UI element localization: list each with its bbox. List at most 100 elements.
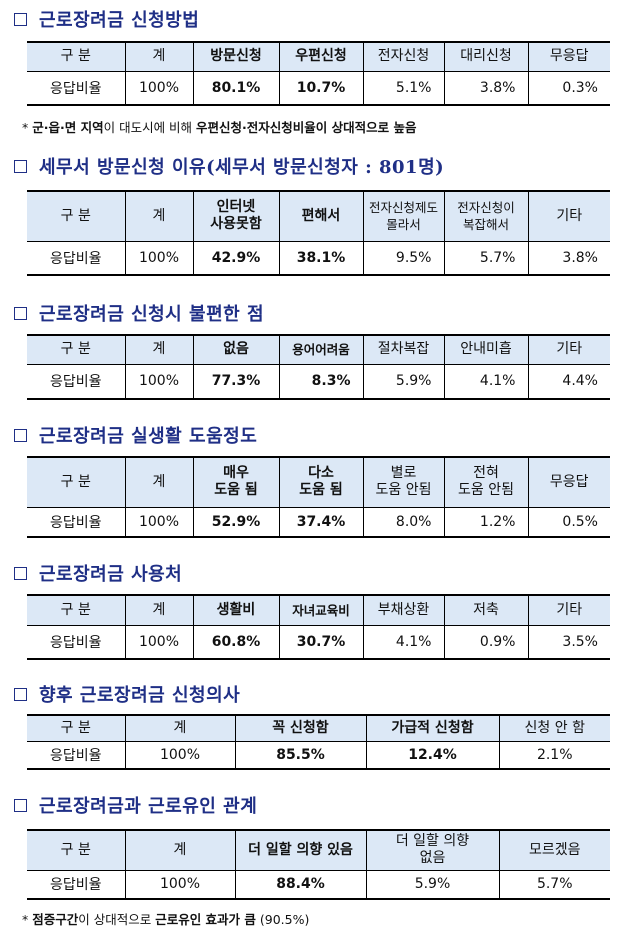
header-cell: 인터넷 사용못함 [192, 191, 280, 242]
value-cell: 37.4% [278, 507, 364, 537]
row-label: 응답비율 [27, 870, 126, 899]
value-cell: 100% [124, 71, 194, 105]
section-title-text: 근로장려금 사용처 [39, 564, 183, 585]
section-title: 향후 근로장려금 신청의사 [14, 681, 240, 707]
value-cell: 77.3% [192, 364, 280, 399]
value-cell: 0.3% [527, 71, 610, 105]
value-cell: 100% [124, 870, 236, 899]
header-cell: 구 분 [27, 191, 126, 242]
section-title-text: 향후 근로장려금 신청의사 [39, 685, 241, 706]
section-title-text: 근로장려금 실생활 도움정도 [39, 426, 258, 447]
row-label: 응답비율 [27, 625, 126, 659]
value-cell: 4.4% [527, 364, 610, 399]
header-cell: 구 분 [27, 715, 126, 742]
row-label: 응답비율 [27, 71, 126, 105]
value-cell: 85.5% [234, 741, 367, 769]
value-cell: 100% [124, 507, 194, 537]
header-cell: 계 [124, 715, 236, 742]
table-work-incentive: 구 분 계 더 일할 의향 있음 더 일할 의향 없음 모르겠음 응답비율 10… [27, 829, 610, 900]
header-cell: 구 분 [27, 42, 126, 72]
value-cell: 2.1% [498, 741, 610, 769]
row-label: 응답비율 [27, 364, 126, 399]
value-cell: 5.9% [365, 870, 500, 899]
row-label: 응답비율 [27, 741, 126, 769]
value-cell: 3.8% [527, 241, 610, 275]
header-cell: 기타 [527, 595, 610, 626]
section-title-text: 근로장려금과 근로유인 관계 [39, 796, 258, 817]
value-cell: 100% [124, 364, 194, 399]
table-future-intent: 구 분 계 꼭 신청함 가급적 신청함 신청 안 함 응답비율 100% 85.… [27, 714, 610, 770]
header-cell: 모르겠음 [498, 830, 610, 871]
header-cell: 저축 [443, 595, 529, 626]
header-cell: 계 [124, 595, 194, 626]
value-cell: 38.1% [278, 241, 364, 275]
checkbox-square-icon [14, 12, 27, 26]
table-usage: 구 분 계 생활비 자녀교육비 부채상환 저축 기타 응답비율 100% 60.… [27, 594, 610, 660]
value-cell: 42.9% [192, 241, 280, 275]
header-cell: 전혀 도움 안됨 [443, 457, 529, 508]
header-cell: 구 분 [27, 457, 126, 508]
header-cell: 계 [124, 191, 194, 242]
footnote: * 군·읍·면 지역이 대도시에 비해 우편신청·전자신청비율이 상대적으로 높… [22, 120, 417, 135]
header-cell: 계 [124, 457, 194, 508]
table-visit-reason: 구 분 계 인터넷 사용못함 편해서 전자신청제도 몰라서 전자신청이 복잡해서… [27, 190, 610, 276]
value-cell: 100% [124, 741, 236, 769]
value-cell: 80.1% [192, 71, 280, 105]
section-title: 근로장려금 신청시 불편한 점 [14, 300, 264, 326]
section-title: 세무서 방문신청 이유(세무서 방문신청자 : 801명) [14, 153, 444, 179]
value-cell: 3.8% [443, 71, 529, 105]
header-cell: 더 일할 의향 있음 [234, 830, 367, 871]
header-cell: 없음 [192, 335, 280, 365]
value-cell: 88.4% [234, 870, 367, 899]
footnote: * 점증구간이 상대적으로 근로유인 효과가 큼 (90.5%) [22, 912, 310, 927]
header-cell: 부채상환 [362, 595, 445, 626]
value-cell: 3.5% [527, 625, 610, 659]
header-cell: 전자신청제도 몰라서 [362, 191, 445, 242]
header-cell: 편해서 [278, 191, 364, 242]
section-title-text: 근로장려금 신청방법 [39, 10, 200, 31]
value-cell: 4.1% [443, 364, 529, 399]
header-cell: 대리신청 [443, 42, 529, 72]
header-cell: 매우 도움 됨 [192, 457, 280, 508]
header-cell: 더 일할 의향 없음 [365, 830, 500, 871]
value-cell: 60.8% [192, 625, 280, 659]
value-cell: 5.1% [362, 71, 445, 105]
checkbox-square-icon [14, 159, 27, 173]
header-cell: 가급적 신청함 [365, 715, 500, 742]
section-title-text: 근로장려금 신청시 불편한 점 [39, 304, 265, 325]
header-cell: 자녀교육비 [278, 595, 364, 626]
header-cell: 기타 [527, 335, 610, 365]
header-cell: 용어어려움 [278, 335, 364, 365]
section-title: 근로장려금과 근로유인 관계 [14, 792, 257, 818]
value-cell: 5.9% [362, 364, 445, 399]
value-cell: 9.5% [362, 241, 445, 275]
header-cell: 무응답 [527, 42, 610, 72]
value-cell: 5.7% [443, 241, 529, 275]
header-cell: 다소 도움 됨 [278, 457, 364, 508]
header-cell: 신청 안 함 [498, 715, 610, 742]
value-cell: 8.0% [362, 507, 445, 537]
header-cell: 방문신청 [192, 42, 280, 72]
header-cell: 계 [124, 335, 194, 365]
header-cell: 구 분 [27, 595, 126, 626]
section-title: 근로장려금 실생활 도움정도 [14, 422, 257, 448]
value-cell: 4.1% [362, 625, 445, 659]
header-cell: 꼭 신청함 [234, 715, 367, 742]
header-cell: 계 [124, 830, 236, 871]
checkbox-square-icon [14, 798, 27, 812]
header-cell: 구 분 [27, 830, 126, 871]
checkbox-square-icon [14, 566, 27, 580]
header-cell: 구 분 [27, 335, 126, 365]
header-cell: 기타 [527, 191, 610, 242]
header-cell: 안내미흡 [443, 335, 529, 365]
header-cell: 생활비 [192, 595, 280, 626]
checkbox-square-icon [14, 306, 27, 320]
table-helpfulness: 구 분 계 매우 도움 됨 다소 도움 됨 별로 도움 안됨 전혀 도움 안됨 … [27, 456, 610, 538]
value-cell: 100% [124, 625, 194, 659]
value-cell: 52.9% [192, 507, 280, 537]
value-cell: 30.7% [278, 625, 364, 659]
table-application-method: 구 분 계 방문신청 우편신청 전자신청 대리신청 무응답 응답비율 100% … [27, 41, 610, 106]
value-cell: 0.5% [527, 507, 610, 537]
value-cell: 0.9% [443, 625, 529, 659]
row-label: 응답비율 [27, 241, 126, 275]
